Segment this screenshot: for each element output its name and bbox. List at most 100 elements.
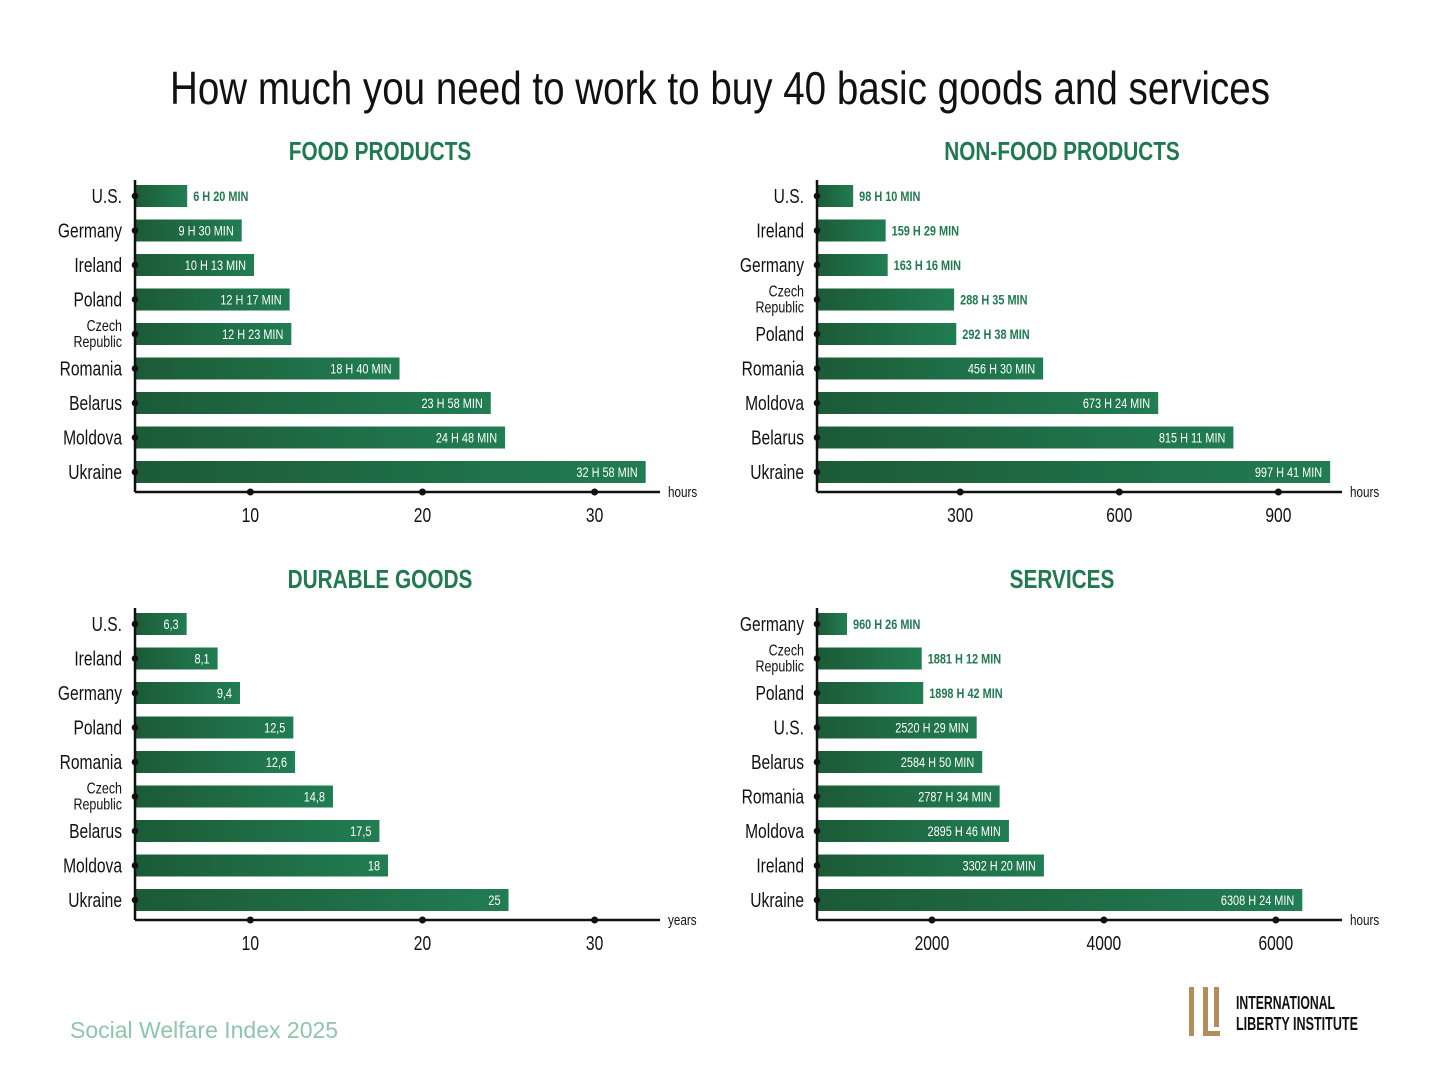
bar-value-label: 288 H 35 MIN bbox=[960, 292, 1027, 308]
x-tick-label-wrap: 10 bbox=[242, 504, 259, 526]
bar bbox=[817, 392, 1159, 414]
bar-value-label: 6 H 20 MIN bbox=[193, 189, 248, 205]
x-tick bbox=[1115, 488, 1123, 496]
category-label-wrap: Czech bbox=[769, 283, 804, 301]
category-label-wrap: Moldova bbox=[745, 392, 804, 414]
x-tick-label-wrap: 600 bbox=[1106, 504, 1132, 526]
chart-title-wrap: SERVICES bbox=[1010, 565, 1115, 594]
category-label: Ireland bbox=[756, 855, 804, 877]
category-label-wrap: U.S. bbox=[774, 717, 804, 739]
bar-value-label-wrap: 2787 H 34 MIN bbox=[918, 789, 991, 805]
category-label: Czech bbox=[769, 642, 804, 660]
bar-value-label: 23 H 58 MIN bbox=[421, 396, 482, 412]
x-tick-label-wrap: 300 bbox=[947, 504, 973, 526]
category-label-wrap: Germany bbox=[740, 254, 804, 276]
category-label-wrap: Czech bbox=[87, 780, 122, 798]
category-label: Republic bbox=[755, 299, 804, 317]
bar-value-label-wrap: 2520 H 29 MIN bbox=[895, 720, 968, 736]
bar-value-label-wrap: 24 H 48 MIN bbox=[436, 430, 497, 446]
category-label-wrap: Poland bbox=[755, 323, 804, 345]
x-tick bbox=[1274, 488, 1282, 496]
category-label: Moldova bbox=[63, 855, 122, 877]
bar-value-label-wrap: 6308 H 24 MIN bbox=[1221, 893, 1294, 909]
unit-label: hours bbox=[1350, 484, 1379, 501]
category-label-wrap: Poland bbox=[73, 289, 122, 311]
bar-value-label: 815 H 11 MIN bbox=[1159, 430, 1226, 446]
bar-value-label: 18 H 40 MIN bbox=[330, 361, 391, 377]
unit-label: hours bbox=[1350, 912, 1379, 929]
bar bbox=[817, 716, 977, 739]
category-label: Ukraine bbox=[750, 889, 804, 911]
x-tick-label: 300 bbox=[947, 504, 973, 526]
category-label: Czech bbox=[87, 318, 122, 336]
bar-value-label-wrap: 98 H 10 MIN bbox=[859, 189, 920, 205]
category-label-wrap: Romania bbox=[742, 358, 804, 380]
bar-value-label-wrap: 17,5 bbox=[350, 824, 371, 840]
bar-value-label: 9,4 bbox=[217, 686, 232, 702]
logo-line2: LIBERTY INSTITUTE bbox=[1236, 1014, 1358, 1034]
chart-title-wrap: NON-FOOD PRODUCTS bbox=[944, 137, 1180, 166]
bar bbox=[817, 219, 886, 242]
category-label-wrap: Ukraine bbox=[68, 889, 122, 911]
bar bbox=[135, 889, 509, 911]
x-tick bbox=[246, 916, 254, 924]
category-label: Czech bbox=[769, 283, 804, 301]
bar-value-label: 12,5 bbox=[264, 720, 285, 736]
category-label-wrap: Germany bbox=[740, 613, 804, 635]
x-tick-label: 6000 bbox=[1258, 932, 1293, 954]
bar-value-label-wrap: 12 H 17 MIN bbox=[220, 292, 281, 308]
bar-value-label: 2584 H 50 MIN bbox=[901, 755, 974, 771]
unit-label: years bbox=[668, 912, 697, 929]
bar-value-label-wrap: 32 H 58 MIN bbox=[576, 465, 637, 481]
bar-value-label: 1898 H 42 MIN bbox=[929, 686, 1002, 702]
bar bbox=[135, 288, 290, 311]
x-tick-label: 30 bbox=[586, 504, 603, 526]
bar-value-label: 960 H 26 MIN bbox=[853, 617, 920, 633]
bar-value-label: 24 H 48 MIN bbox=[436, 430, 497, 446]
bar-value-label: 8,1 bbox=[194, 651, 209, 667]
category-label: Moldova bbox=[745, 392, 804, 414]
unit-label-wrap: hours bbox=[668, 484, 697, 501]
bar bbox=[135, 323, 292, 345]
bar-value-label-wrap: 2584 H 50 MIN bbox=[901, 755, 974, 771]
category-label: Moldova bbox=[63, 427, 122, 449]
category-label-wrap: Romania bbox=[742, 786, 804, 808]
bar-value-label-wrap: 18 H 40 MIN bbox=[330, 361, 391, 377]
bar-value-label-wrap: 10 H 13 MIN bbox=[185, 258, 246, 274]
bar-value-label: 292 H 38 MIN bbox=[962, 327, 1029, 343]
category-label-wrap: Czech bbox=[87, 318, 122, 336]
x-tick-label-wrap: 20 bbox=[414, 932, 431, 954]
bar-value-label-wrap: 23 H 58 MIN bbox=[421, 396, 482, 412]
x-tick-label: 10 bbox=[242, 504, 259, 526]
category-label: Poland bbox=[73, 289, 122, 311]
category-label-wrap: Belarus bbox=[69, 392, 122, 414]
category-label-wrap: Czech bbox=[769, 642, 804, 660]
chart-non-food-products: NON-FOOD PRODUCTS U.S. 98 H 10 MIN Ireland 1… bbox=[740, 137, 1380, 527]
chart-title: NON-FOOD PRODUCTS bbox=[944, 137, 1180, 166]
bar-value-label: 9 H 30 MIN bbox=[179, 223, 234, 239]
x-tick-label: 4000 bbox=[1087, 932, 1122, 954]
x-tick bbox=[928, 916, 936, 924]
x-tick bbox=[1272, 916, 1280, 924]
category-label: Republic bbox=[73, 334, 122, 352]
bar-value-label-wrap: 18 bbox=[368, 858, 380, 874]
chart-title-wrap: FOOD PRODUCTS bbox=[289, 137, 471, 166]
x-tick bbox=[956, 488, 964, 496]
bar-value-label-wrap: 288 H 35 MIN bbox=[960, 292, 1027, 308]
category-label-wrap: Republic bbox=[755, 658, 804, 676]
chart-title: FOOD PRODUCTS bbox=[289, 137, 471, 166]
bar bbox=[135, 647, 218, 670]
category-label: Republic bbox=[755, 658, 804, 676]
bar bbox=[817, 254, 888, 276]
category-label-wrap: Ireland bbox=[74, 648, 122, 670]
bar-value-label-wrap: 3302 H 20 MIN bbox=[962, 858, 1035, 874]
category-label: Belarus bbox=[751, 751, 804, 773]
bar bbox=[817, 854, 1044, 877]
x-tick-label-wrap: 30 bbox=[586, 932, 603, 954]
x-tick-label: 20 bbox=[414, 504, 431, 526]
bar-value-label: 2895 H 46 MIN bbox=[928, 824, 1001, 840]
x-tick-label-wrap: 20 bbox=[414, 504, 431, 526]
bar bbox=[135, 682, 240, 704]
bar-value-label-wrap: 1898 H 42 MIN bbox=[929, 686, 1002, 702]
